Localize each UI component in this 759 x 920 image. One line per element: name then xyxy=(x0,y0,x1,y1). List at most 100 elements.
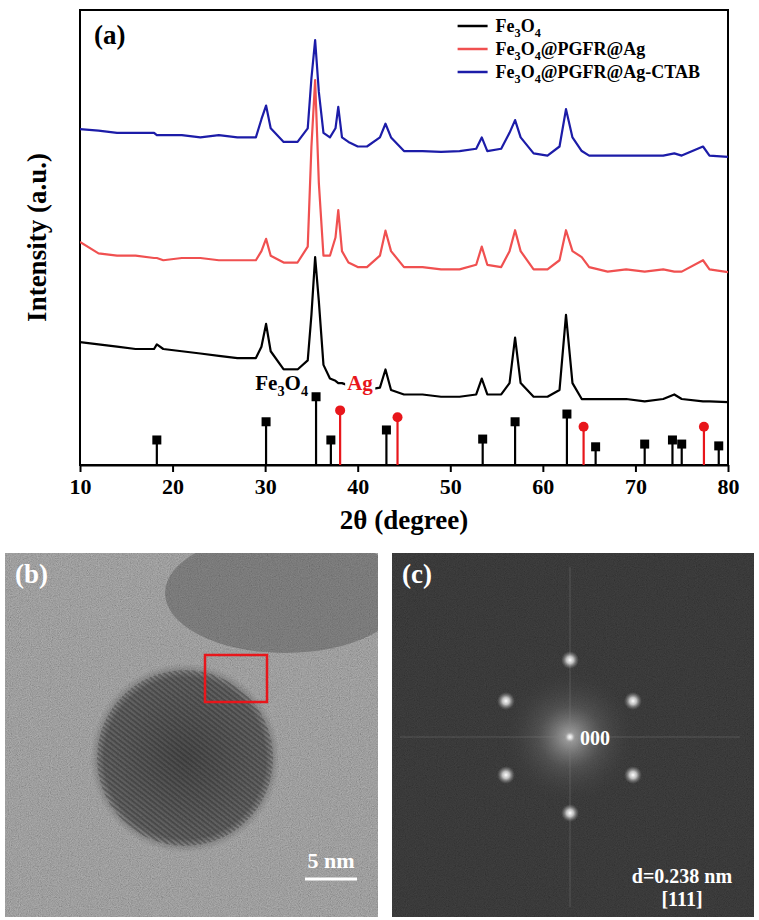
panel-label: (c) xyxy=(402,559,432,589)
text-run: @PGFR@Ag-CTAB xyxy=(541,62,700,82)
stick-marker xyxy=(699,422,709,432)
x-tick-mark xyxy=(80,465,82,472)
x-tick-mark xyxy=(265,465,267,472)
center-spot xyxy=(564,731,576,743)
x-axis-line xyxy=(81,465,729,467)
text-run: Fe xyxy=(496,16,515,36)
xrd-line xyxy=(80,257,728,402)
stick-marker xyxy=(152,435,161,444)
reference-stick xyxy=(582,427,584,465)
panel-c: 000 d=0.238 nm[111] (c) xyxy=(392,553,754,917)
image-background xyxy=(392,553,754,917)
text-run: Fe xyxy=(496,62,515,82)
x-tick: 80 xyxy=(718,465,740,499)
reference-stick xyxy=(566,414,568,465)
text-run: @PGFR@Ag xyxy=(541,39,645,59)
stick-marker xyxy=(262,417,271,426)
stick-marker xyxy=(382,425,391,434)
panel-label: (a) xyxy=(94,20,125,50)
stick-marker xyxy=(668,435,677,444)
image-noise xyxy=(392,553,754,917)
stick-marker xyxy=(326,435,335,444)
stick-marker xyxy=(677,440,686,449)
reference-stick xyxy=(514,422,516,465)
x-tick-label: 40 xyxy=(347,474,369,499)
stick-marker xyxy=(714,441,723,450)
stick-marker xyxy=(393,412,403,422)
diffraction-spot xyxy=(624,692,642,710)
legend-item: Fe3O4 xyxy=(458,16,541,40)
x-tick-mark xyxy=(450,465,452,472)
legend-swatch xyxy=(458,25,488,28)
legend: Fe3O4Fe3O4@PGFR@AgFe3O4@PGFR@Ag-CTAB xyxy=(458,16,700,86)
lattice-fringes xyxy=(97,670,273,846)
legend-label: Fe3O4@PGFR@Ag-CTAB xyxy=(496,62,700,86)
nanoparticle xyxy=(90,663,280,853)
fft-image xyxy=(392,553,754,917)
y-axis-title: Intensity (a.u.) xyxy=(22,153,52,322)
reference-stick xyxy=(385,430,387,465)
x-tick-label: 60 xyxy=(532,474,554,499)
diffraction-spot xyxy=(561,804,579,822)
text-run: Fe xyxy=(496,39,515,59)
stick-label: Fe3O4 xyxy=(255,371,308,399)
label-background xyxy=(253,371,310,399)
diffraction-spot xyxy=(497,766,515,784)
text-run: Ag xyxy=(347,371,373,395)
x-tick: 50 xyxy=(440,465,462,499)
scale-bar xyxy=(305,878,357,881)
label-background xyxy=(345,371,375,395)
reference-stick xyxy=(315,397,317,465)
x-tick-mark xyxy=(357,465,359,472)
legend-item: Fe3O4@PGFR@Ag-CTAB xyxy=(458,62,700,86)
x-tick-label: 20 xyxy=(162,474,184,499)
reference-stick xyxy=(703,427,705,465)
reference-stick xyxy=(265,422,267,465)
x-tick-label: 50 xyxy=(440,474,462,499)
x-tick: 40 xyxy=(347,465,369,499)
text-run: O xyxy=(285,371,301,395)
x-tick: 60 xyxy=(532,465,554,499)
stick-marker xyxy=(335,405,345,415)
x-tick-label: 70 xyxy=(625,474,647,499)
diffraction-spot xyxy=(561,651,579,669)
figure: 10 20 30 40 50 60 70 80 2θ (degree) Intensity (a.… xyxy=(0,0,759,920)
stick-marker xyxy=(312,392,321,401)
legend-item: Fe3O4@PGFR@Ag xyxy=(458,39,646,63)
x-tick-mark xyxy=(542,465,544,472)
panel-a: 10 20 30 40 50 60 70 80 2θ (degree) Intensity (a.… xyxy=(22,10,740,535)
stick-label-group: Fe3O4 xyxy=(253,371,310,399)
spot-label: 000 xyxy=(580,727,610,749)
stick-label: Ag xyxy=(347,371,373,395)
legend-label: Fe3O4@PGFR@Ag xyxy=(496,39,646,63)
panel-b: 5 nm(b) xyxy=(5,533,405,917)
reference-stick xyxy=(339,410,341,465)
stick-labels: Fe3O4 Ag xyxy=(253,371,375,399)
haze xyxy=(165,553,378,653)
legend-swatch xyxy=(458,71,488,74)
x-tick: 70 xyxy=(625,465,647,499)
text-run: O xyxy=(521,16,535,36)
x-tick-mark xyxy=(635,465,637,472)
text-run: Fe xyxy=(255,371,277,395)
text-run: O xyxy=(521,62,535,82)
x-tick: 30 xyxy=(255,465,277,499)
x-axis: 10 20 30 40 50 60 70 80 xyxy=(70,465,740,499)
x-axis-title: 2θ (degree) xyxy=(340,505,468,535)
xrd-line xyxy=(80,80,728,272)
plot-marks xyxy=(80,40,728,465)
x-tick-label: 10 xyxy=(70,474,92,499)
stick-marker xyxy=(562,410,571,419)
x-tick-mark xyxy=(728,465,730,472)
stick-label-group: Ag xyxy=(345,371,375,395)
x-tick-label: 80 xyxy=(718,474,740,499)
x-tick: 10 xyxy=(70,465,92,499)
d-spacing-label: d=0.238 nm xyxy=(632,865,733,887)
scale-bar-label: 5 nm xyxy=(307,848,354,873)
selected-area xyxy=(205,655,267,702)
x-tick-label: 30 xyxy=(255,474,277,499)
zone-axis-label: [111] xyxy=(661,888,702,910)
legend-swatch xyxy=(458,48,488,51)
reference-stick xyxy=(396,417,398,465)
plot-frame xyxy=(80,10,728,465)
